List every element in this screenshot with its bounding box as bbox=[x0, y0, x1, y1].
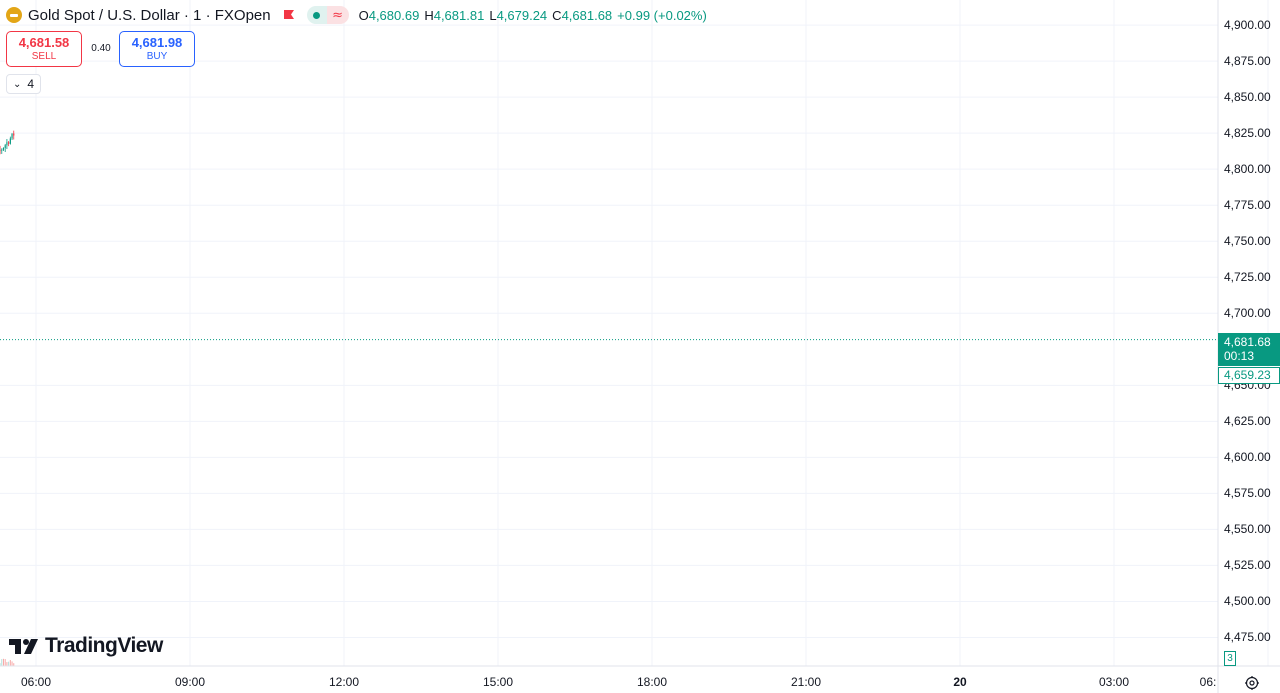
volume-bar bbox=[2, 658, 4, 666]
spread-value: 0.40 bbox=[91, 43, 111, 54]
market-status-icon bbox=[306, 6, 327, 24]
time-tick-label: 06: bbox=[1199, 675, 1217, 689]
chevron-down-icon: ⌄ bbox=[13, 78, 22, 90]
open-value: 4,680.69 bbox=[368, 7, 420, 23]
price-tick-label: 4,875.00 bbox=[1224, 54, 1271, 69]
symbol-title[interactable]: Gold Spot / U.S. Dollar · 1 · FXOpen bbox=[28, 6, 271, 24]
close-value: 4,681.68 bbox=[561, 7, 613, 23]
price-tick-label: 4,475.00 bbox=[1224, 630, 1271, 645]
low-value: 4,679.24 bbox=[496, 7, 548, 23]
candle-body bbox=[9, 138, 11, 144]
approx-icon: ≈ bbox=[326, 6, 349, 24]
high-key: H bbox=[424, 7, 434, 23]
current-price-value: 4,681.68 bbox=[1224, 335, 1271, 349]
volume-bar bbox=[9, 660, 11, 666]
candle-body bbox=[8, 142, 10, 144]
sell-price: 4,681.58 bbox=[18, 35, 70, 50]
price-tick-label: 4,800.00 bbox=[1224, 162, 1271, 177]
time-tick-label: 18:00 bbox=[636, 675, 668, 689]
candle bbox=[11, 133, 13, 141]
candle-body bbox=[0, 149, 1, 151]
tradingview-logo-icon bbox=[9, 639, 38, 654]
time-tick-label: 03:00 bbox=[1098, 675, 1130, 689]
volume-bar bbox=[11, 661, 13, 666]
indicator-count: 4 bbox=[27, 77, 35, 91]
change-value: +0.99 (+0.02%) bbox=[617, 7, 707, 23]
flag-icon[interactable] bbox=[283, 9, 295, 21]
candle bbox=[0, 145, 1, 155]
price-tick-label: 4,625.00 bbox=[1224, 414, 1271, 429]
current-price-label: 4,681.68 00:13 bbox=[1218, 333, 1280, 366]
volume-bar bbox=[0, 663, 1, 666]
candle-body bbox=[1, 149, 3, 151]
indicators-toggle[interactable]: ⌄ 4 bbox=[6, 74, 42, 94]
candle-body bbox=[6, 142, 8, 146]
candle-body bbox=[11, 133, 13, 139]
candle bbox=[4, 143, 6, 153]
market-status-pill[interactable]: ≈ bbox=[306, 6, 349, 24]
sell-label: SELL bbox=[31, 51, 57, 62]
candle bbox=[9, 136, 11, 145]
price-tick-label: 4,725.00 bbox=[1224, 270, 1271, 285]
time-tick-label: 15:00 bbox=[482, 675, 514, 689]
low-key: L bbox=[489, 7, 497, 23]
volume-badge: 3 bbox=[1224, 651, 1236, 666]
chart-grid bbox=[0, 0, 1269, 666]
candle bbox=[6, 139, 8, 149]
candle-countdown: 00:13 bbox=[1224, 349, 1255, 363]
time-tick-label: 21:00 bbox=[790, 675, 822, 689]
open-key: O bbox=[358, 7, 369, 23]
candle bbox=[2, 147, 5, 152]
time-tick-label: 06:00 bbox=[20, 675, 52, 689]
candle bbox=[8, 141, 10, 147]
price-tick-label: 4,600.00 bbox=[1224, 450, 1271, 465]
price-tick-label: 4,575.00 bbox=[1224, 486, 1271, 501]
chart-header: Gold Spot / U.S. Dollar · 1 · FXOpen ≈ O… bbox=[6, 5, 707, 25]
price-tick-label: 4,750.00 bbox=[1224, 234, 1271, 249]
candle-body bbox=[13, 133, 15, 136]
price-tick-label: 4,850.00 bbox=[1224, 90, 1271, 105]
volume-bar bbox=[13, 663, 15, 666]
price-tick-label: 4,525.00 bbox=[1224, 558, 1271, 573]
tradingview-branding: TradingView bbox=[9, 634, 163, 658]
candle bbox=[1, 148, 3, 154]
price-tick-label: 4,550.00 bbox=[1224, 522, 1271, 537]
ohlc-readout: O 4,680.69 H 4,681.81 L 4,679.24 C 4,681.68 … bbox=[359, 8, 707, 23]
candle-body bbox=[4, 145, 6, 148]
candlestick-series bbox=[0, 130, 15, 155]
close-key: C bbox=[552, 7, 562, 23]
price-tick-label: 4,775.00 bbox=[1224, 198, 1271, 213]
volume-bar bbox=[6, 662, 8, 666]
price-tick-label: 4,900.00 bbox=[1224, 18, 1271, 33]
settings-icon[interactable] bbox=[1244, 675, 1260, 691]
sell-button[interactable]: 4,681.58 SELL bbox=[6, 31, 82, 67]
gold-spot-logo-icon bbox=[6, 7, 22, 23]
buy-label: BUY bbox=[146, 51, 168, 62]
volume-bars bbox=[0, 658, 15, 666]
candle bbox=[13, 130, 15, 140]
volume-bar bbox=[8, 661, 10, 666]
price-tick-label: 4,500.00 bbox=[1224, 594, 1271, 609]
price-tick-label: 4,825.00 bbox=[1224, 126, 1271, 141]
time-tick-label: 09:00 bbox=[174, 675, 206, 689]
price-tick-label: 4,700.00 bbox=[1224, 306, 1271, 321]
volume-bar bbox=[1, 659, 3, 666]
brand-wordmark: TradingView bbox=[45, 634, 163, 657]
candle-body bbox=[2, 147, 5, 150]
buy-price: 4,681.98 bbox=[131, 35, 183, 50]
time-tick-label: 12:00 bbox=[328, 675, 360, 689]
high-value: 4,681.81 bbox=[433, 7, 485, 23]
buy-button[interactable]: 4,681.98 BUY bbox=[119, 31, 195, 67]
alt-price-label: 4,659.23 bbox=[1218, 367, 1280, 384]
volume-bar bbox=[4, 659, 6, 666]
time-tick-label: 20 bbox=[953, 675, 967, 689]
